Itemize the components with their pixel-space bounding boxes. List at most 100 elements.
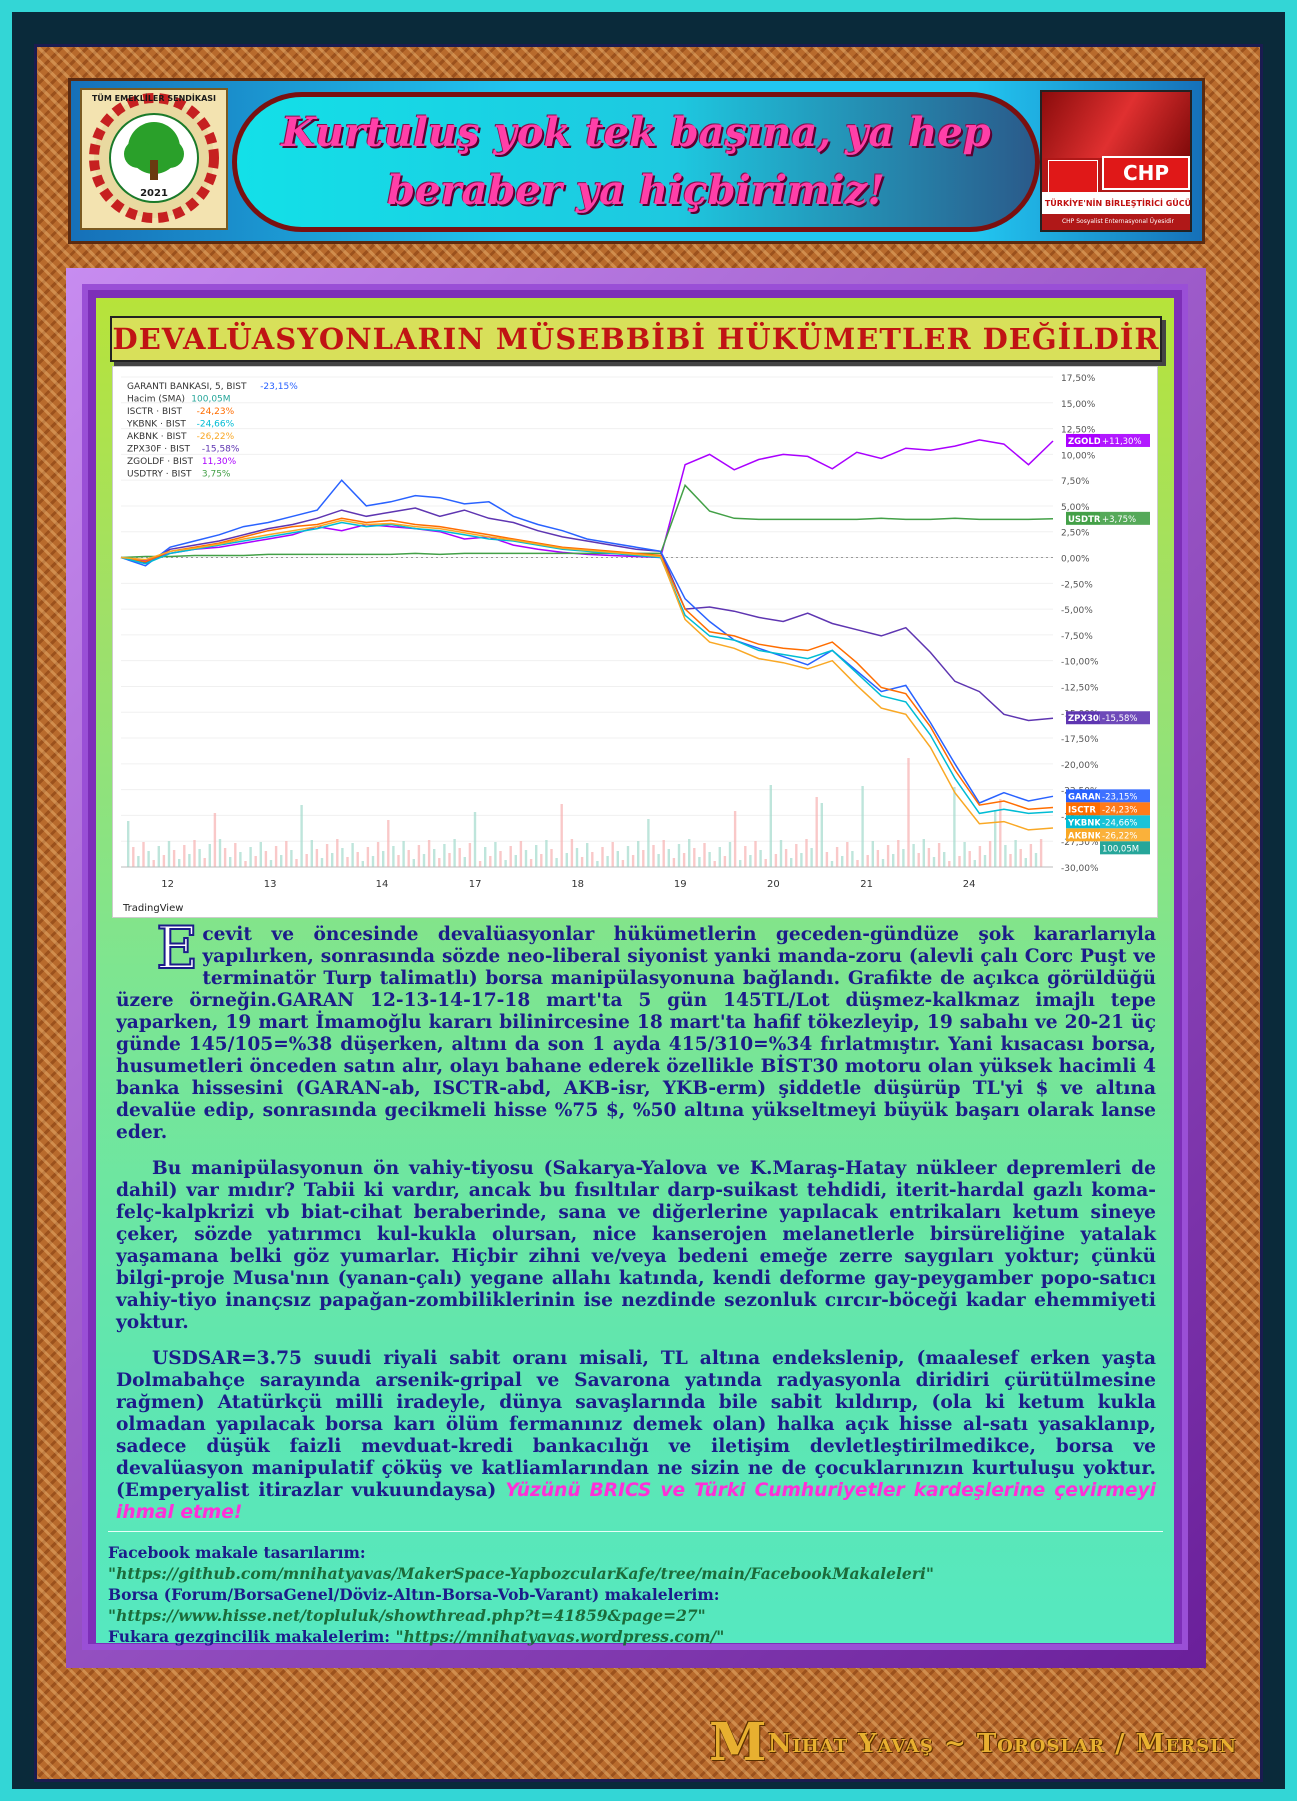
legend-name: ISCTR · BIST <box>127 407 183 417</box>
volume-bar <box>851 851 854 867</box>
volume-bar <box>616 851 619 867</box>
volume-bar <box>637 841 640 867</box>
volume-bar <box>560 804 563 867</box>
end-label-name-box <box>1066 433 1100 447</box>
volume-bar <box>596 861 599 867</box>
volume-bar <box>642 850 645 867</box>
legend-value: -24,23% <box>197 407 235 417</box>
end-label-name: ZGOLDF <box>1068 437 1107 447</box>
volume-bar <box>137 856 140 867</box>
volume-bar <box>433 849 436 867</box>
volume-bar <box>973 860 976 867</box>
volume-bar <box>193 840 196 867</box>
legend-value: -15,58% <box>202 445 240 455</box>
volume-bar <box>917 853 920 867</box>
y-tick-label: 10,00% <box>1061 451 1096 461</box>
volume-bar <box>795 844 798 867</box>
volume-bar <box>892 854 895 867</box>
signature: MNihat Yavaş ~ Toroslar / Mersin <box>709 1712 1237 1773</box>
y-tick-label: -5,00% <box>1061 606 1093 616</box>
volume-bar <box>948 861 951 867</box>
x-tick-label: 24 <box>963 879 976 890</box>
end-label-value: +11,30% <box>1102 437 1142 447</box>
volume-bar <box>774 854 778 867</box>
volume-bar <box>713 861 716 867</box>
volume-bar <box>958 856 961 867</box>
legend-value: 100,05M <box>191 395 230 405</box>
volume-bar <box>295 859 298 867</box>
party-logo: CHP TÜRKİYE'NİN BİRLEŞTİRİCİ GÜCÜ CHP So… <box>1040 90 1192 232</box>
volume-bar <box>881 859 885 867</box>
series-line-zpx30f <box>120 507 1054 722</box>
volume-bar <box>555 858 558 867</box>
volume-bar <box>285 841 288 867</box>
volume-bar <box>229 857 232 867</box>
volume-bar <box>570 839 574 867</box>
volume-bar <box>402 841 405 867</box>
volume-bar <box>723 856 727 867</box>
volume-bar <box>443 844 446 867</box>
y-tick-label: -17,50% <box>1061 735 1099 745</box>
volume-bar <box>606 856 609 867</box>
volume-bar <box>499 851 502 867</box>
volume-bar <box>825 852 829 867</box>
volume-bar <box>269 860 273 867</box>
volume-bar <box>688 839 691 867</box>
legend-name: ZGOLDF · BIST <box>127 457 193 467</box>
volume-bar <box>744 846 747 867</box>
volume-bar <box>305 854 308 867</box>
end-label-value: -24,66% <box>1102 818 1137 828</box>
party-logo-footer: CHP Sosyalist Enternasyonal Üyesidir <box>1061 218 1175 225</box>
volume-bar <box>677 844 681 867</box>
volume-bar <box>708 852 711 867</box>
article-title-box: DEVALÜASYONLARIN MÜSEBBİBİ HÜKÜMETLER DE… <box>110 316 1162 362</box>
series-line-ykbnk <box>120 521 1054 815</box>
volume-bar <box>820 803 823 867</box>
volume-bar <box>886 845 890 867</box>
end-label-name-box <box>1066 815 1100 829</box>
volume-bar <box>412 859 415 867</box>
volume-bar <box>524 850 528 867</box>
volume-bar <box>325 844 329 867</box>
highlight-text: Yüzünü BRICS ve Türki Cumhuriyetler kard… <box>116 1480 1157 1523</box>
volume-bar <box>800 853 803 867</box>
volume-bar <box>810 848 813 867</box>
ref-facebook-link[interactable]: "https://github.com/mnihatyavas/MakerSpa… <box>108 1564 934 1583</box>
end-label-value-box <box>1100 711 1150 725</box>
volume-bar <box>790 858 793 867</box>
volume-bar <box>682 853 686 867</box>
ref-fukara-link[interactable]: "https://mnihatyavas.wordpress.com/" <box>395 1627 725 1646</box>
volume-bar <box>356 852 359 867</box>
union-logo-graphic <box>89 93 219 223</box>
slogan-banner: Kurtuluş yok tek başına, ya hep beraber … <box>232 92 1040 232</box>
volume-bar <box>162 855 166 867</box>
volume-bar <box>912 844 915 867</box>
volume-bar <box>631 855 635 867</box>
volume-bar <box>331 853 334 867</box>
end-label-name: ISCTR <box>1068 805 1096 815</box>
volume-bar <box>489 856 492 867</box>
volume-bar <box>417 845 421 867</box>
volume-bar <box>866 855 869 867</box>
volume-bar <box>234 843 237 867</box>
union-logo-year: 2021 <box>140 188 168 199</box>
ref-borsa-link[interactable]: "https://www.hisse.net/topluluk/showthre… <box>108 1606 706 1625</box>
volume-bar <box>835 847 839 867</box>
volume-bar <box>463 857 466 867</box>
volume-bar <box>652 845 655 867</box>
volume-bar <box>1009 854 1012 867</box>
end-label-name: GARAN <box>1068 792 1102 802</box>
y-tick-label: -30,00% <box>1061 864 1099 874</box>
end-label-name: YKBNK <box>1067 818 1101 828</box>
end-label-value-box <box>1100 511 1150 525</box>
signature-text: Nihat Yavaş ~ Toroslar / Mersin <box>767 1729 1237 1759</box>
volume-bar <box>213 813 217 867</box>
stock-chart-svg: 17,50% 15,00% 12,50% 10,00% 7,50% 5,00% 2,50% 0… <box>120 374 1150 914</box>
volume-bar <box>320 858 324 867</box>
y-tick-label: -2,50% <box>1061 580 1093 590</box>
volume-bar <box>239 852 242 867</box>
ref-facebook-label: Facebook makale tasarılarım: <box>108 1543 366 1562</box>
volume-bar <box>127 821 130 867</box>
end-label-value-box <box>1100 802 1150 816</box>
ref-borsa-label: Borsa (Forum/BorsaGenel/Döviz-Altın-Bors… <box>108 1585 720 1604</box>
